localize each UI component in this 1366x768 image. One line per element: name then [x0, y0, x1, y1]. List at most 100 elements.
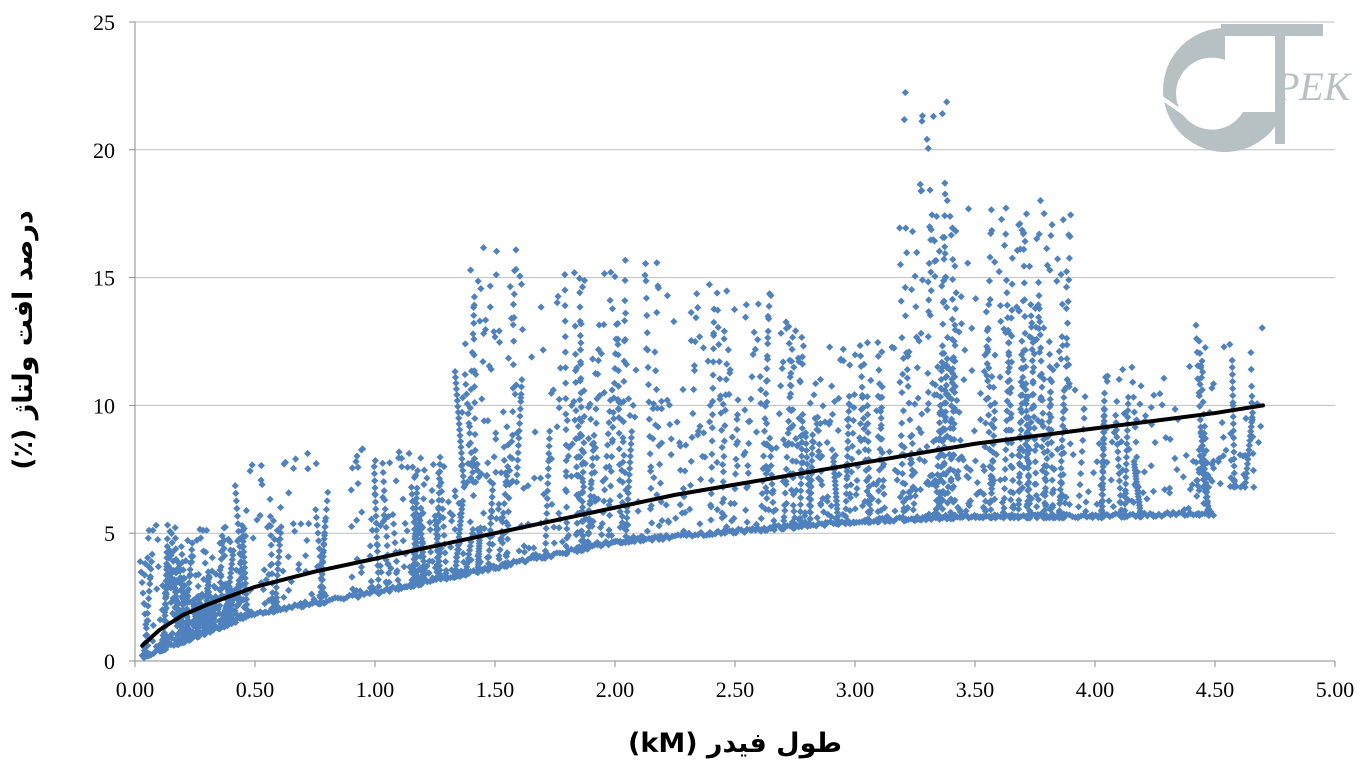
- data-point-1855: [555, 404, 563, 412]
- data-point-1665: [472, 370, 480, 379]
- data-point-2343: [762, 470, 770, 478]
- data-point-1913: [643, 311, 651, 320]
- data-point-850: [189, 596, 197, 605]
- data-point-2259: [752, 428, 761, 436]
- data-point-2996: [940, 399, 949, 407]
- data-point-2658: [867, 376, 875, 384]
- data-point-2289: [772, 506, 780, 514]
- data-point-1706: [585, 515, 593, 523]
- data-point-2039: [626, 411, 634, 420]
- data-point-1106: [280, 604, 288, 612]
- data-point-3344: [1063, 355, 1071, 363]
- data-point-1532: [446, 509, 454, 517]
- data-point-1397: [411, 519, 420, 528]
- data-point-2851: [1008, 254, 1016, 262]
- data-point-2744: [948, 295, 957, 304]
- data-point-551: [163, 548, 171, 556]
- data-point-3421: [944, 391, 952, 399]
- data-point-2160: [748, 373, 756, 381]
- data-point-1583: [462, 390, 471, 398]
- data-point-3380: [948, 224, 957, 232]
- data-point-2244: [791, 327, 800, 335]
- data-point-3602: [1184, 504, 1193, 512]
- data-point-2633: [911, 400, 919, 408]
- data-point-2131: [767, 471, 776, 479]
- data-point-2281: [754, 300, 762, 308]
- data-point-3171: [1023, 463, 1031, 472]
- data-point-3492: [1078, 447, 1086, 456]
- data-point-2549: [877, 506, 885, 514]
- data-point-2153: [740, 528, 749, 536]
- data-point-87: [389, 583, 397, 591]
- data-point-1817: [530, 544, 538, 552]
- data-point-2260: [740, 451, 748, 459]
- data-point-54: [294, 602, 302, 610]
- data-point-3479: [1114, 455, 1122, 463]
- data-point-2776: [911, 492, 919, 500]
- data-point-3110: [1005, 329, 1013, 337]
- data-point-1215: [400, 563, 408, 571]
- data-point-3283: [1036, 197, 1045, 205]
- data-point-1336: [506, 453, 514, 461]
- data-point-1506: [429, 460, 437, 469]
- data-point-3347: [1035, 230, 1043, 238]
- data-point-1455: [479, 509, 488, 517]
- data-point-894: [177, 586, 185, 594]
- data-point-3296: [925, 510, 933, 518]
- data-point-1669: [506, 283, 514, 291]
- data-point-2185: [785, 323, 793, 331]
- data-point-613: [149, 637, 157, 645]
- data-point-2073: [663, 292, 672, 300]
- data-point-3523: [1100, 397, 1108, 405]
- data-point-3048: [1029, 377, 1037, 385]
- data-point-1917: [621, 538, 630, 547]
- data-point-879: [175, 629, 183, 638]
- data-point-1568: [453, 397, 461, 405]
- data-point-2018: [670, 317, 678, 326]
- data-point-3159: [989, 458, 997, 466]
- data-point-3384: [979, 503, 988, 511]
- data-point-2642: [830, 397, 839, 406]
- data-point-3695: [1245, 446, 1253, 454]
- data-point-867: [158, 606, 166, 614]
- data-point-3618: [1124, 496, 1132, 504]
- trend-line: [140, 403, 1265, 648]
- data-point-2184: [785, 339, 793, 348]
- data-point-3080: [1039, 409, 1047, 417]
- data-point-1543: [465, 569, 473, 578]
- data-point-1657: [484, 459, 492, 467]
- data-point-3774: [1219, 452, 1227, 460]
- data-point-1768: [562, 441, 570, 449]
- data-point-2341: [767, 524, 775, 532]
- data-point-1628: [473, 460, 481, 468]
- data-point-2757: [943, 499, 952, 507]
- data-point-45: [268, 604, 276, 613]
- data-point-2695: [938, 363, 946, 372]
- data-point-572: [208, 554, 216, 562]
- data-point-3383: [1000, 325, 1008, 333]
- data-point-394: [226, 573, 234, 582]
- data-point-2290: [782, 324, 791, 332]
- data-point-3776: [1248, 399, 1256, 407]
- data-point-3616: [1117, 438, 1125, 446]
- data-point-3780: [1201, 343, 1209, 352]
- data-point-2255: [789, 524, 797, 532]
- data-point-2414: [863, 393, 871, 401]
- data-point-3583: [1100, 406, 1109, 414]
- data-point-1966: [621, 256, 629, 264]
- data-point-3108: [1005, 348, 1013, 357]
- data-point-66: [328, 595, 336, 603]
- data-point-1309: [440, 531, 448, 539]
- data-point-969: [269, 598, 277, 606]
- data-point-3162: [986, 401, 995, 410]
- data-point-3139: [1063, 319, 1072, 327]
- data-point-2120: [690, 385, 698, 394]
- data-point-2793: [900, 116, 908, 124]
- data-point-2820: [924, 144, 932, 152]
- data-point-2746: [949, 255, 957, 264]
- data-point-3438: [1040, 375, 1048, 383]
- data-point-3362: [1043, 433, 1051, 441]
- data-point-1282: [417, 530, 425, 538]
- data-point-1655: [457, 462, 466, 470]
- data-point-2115: [686, 505, 694, 513]
